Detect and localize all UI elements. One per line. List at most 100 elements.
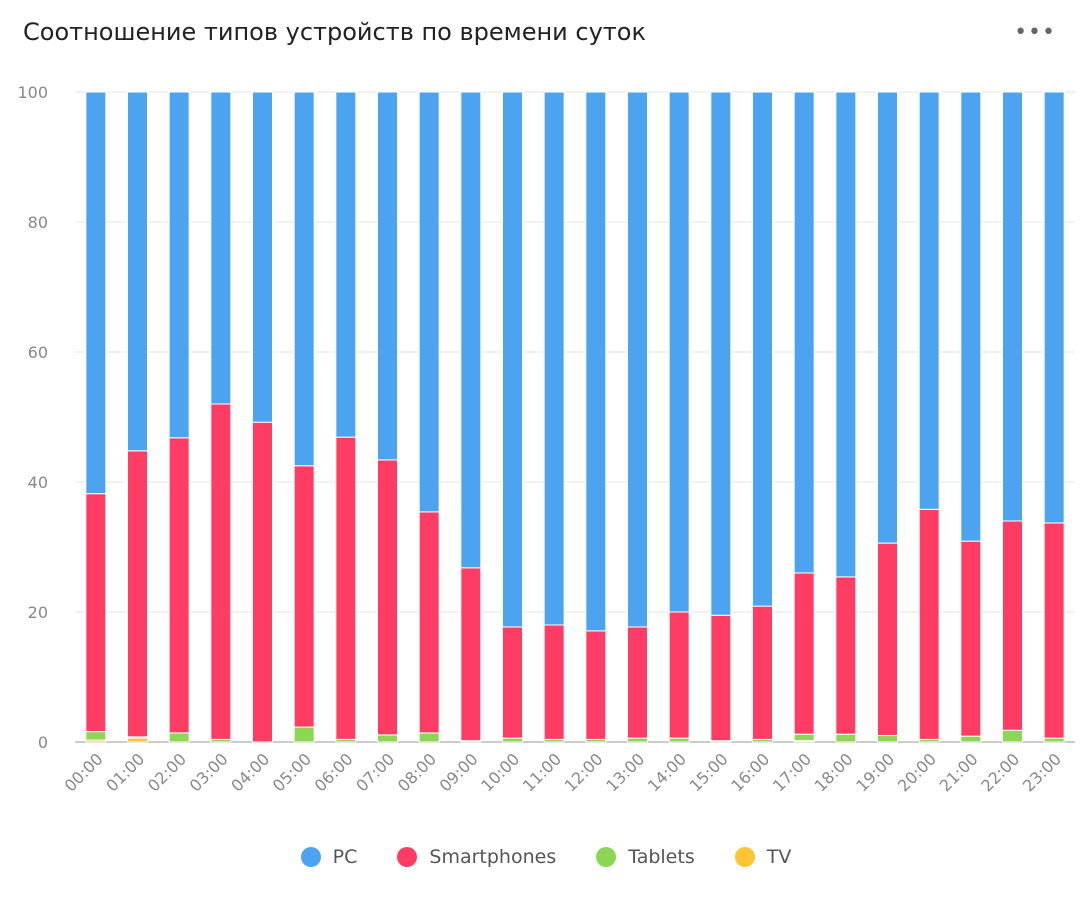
bar-pc-15:00[interactable] — [710, 91, 732, 616]
x-tick-label: 17:00 — [769, 749, 815, 795]
bar-pc-13:00[interactable] — [627, 91, 648, 628]
bar-pc-05:00[interactable] — [293, 91, 315, 467]
bar-smartphones-02:00[interactable] — [168, 437, 190, 734]
x-tick-label: 07:00 — [352, 749, 398, 795]
bar-smartphones-16:00[interactable] — [752, 605, 773, 740]
x-tick-label: 06:00 — [311, 749, 357, 795]
bar-smartphones-12:00[interactable] — [585, 630, 607, 740]
bar-pc-12:00[interactable] — [585, 91, 607, 632]
bar-pc-01:00[interactable] — [127, 91, 148, 452]
bar-pc-16:00[interactable] — [752, 91, 773, 607]
x-tick-label: 14:00 — [644, 749, 690, 795]
bar-smartphones-18:00[interactable] — [835, 576, 857, 735]
bar-tablets-05:00[interactable] — [293, 726, 315, 743]
bar-tablets-23:00[interactable] — [1043, 737, 1065, 743]
x-tick-label: 12:00 — [561, 749, 607, 795]
bar-tablets-17:00[interactable] — [793, 733, 815, 742]
x-tick-label: 22:00 — [977, 749, 1023, 795]
bar-tablets-13:00[interactable] — [627, 737, 648, 743]
x-tick-label: 16:00 — [727, 749, 773, 795]
x-tick-label: 05:00 — [269, 749, 315, 795]
bar-pc-00:00[interactable] — [85, 91, 107, 495]
x-tick-label: 09:00 — [436, 749, 482, 795]
legend-label: Smartphones — [429, 846, 557, 868]
x-tick-label: 23:00 — [1019, 749, 1065, 795]
bar-smartphones-22:00[interactable] — [1002, 520, 1023, 731]
bar-tablets-14:00[interactable] — [668, 737, 690, 743]
bar-smartphones-01:00[interactable] — [127, 450, 148, 738]
bar-pc-14:00[interactable] — [668, 91, 690, 613]
bar-smartphones-00:00[interactable] — [85, 493, 107, 733]
x-tick-label: 21:00 — [936, 749, 982, 795]
bar-pc-06:00[interactable] — [335, 91, 357, 438]
bar-smartphones-15:00[interactable] — [710, 614, 732, 742]
legend-label: TV — [766, 846, 792, 868]
legend-item-tv[interactable]: TV — [734, 846, 792, 868]
legend-item-tablets[interactable]: Tablets — [596, 846, 695, 868]
bar-tv-01:00[interactable] — [127, 737, 148, 743]
bar-pc-04:00[interactable] — [252, 91, 273, 423]
bar-pc-17:00[interactable] — [793, 91, 815, 574]
bar-smartphones-07:00[interactable] — [377, 459, 398, 736]
bar-pc-03:00[interactable] — [210, 91, 232, 405]
more-horizontal-icon[interactable]: ••• — [1014, 20, 1056, 45]
legend-label: Tablets — [628, 846, 695, 868]
bar-pc-11:00[interactable] — [543, 91, 565, 626]
bar-pc-21:00[interactable] — [960, 91, 982, 542]
bar-smartphones-08:00[interactable] — [418, 511, 440, 734]
bar-smartphones-13:00[interactable] — [627, 626, 648, 739]
bar-pc-10:00[interactable] — [502, 91, 523, 628]
bar-smartphones-03:00[interactable] — [210, 403, 232, 740]
bar-smartphones-23:00[interactable] — [1043, 522, 1065, 739]
bar-pc-09:00[interactable] — [460, 91, 482, 569]
legend-dot-icon — [397, 847, 418, 867]
bar-pc-20:00[interactable] — [918, 91, 940, 510]
chart-title: Соотношение типов устройств по времени с… — [23, 18, 646, 46]
bar-smartphones-17:00[interactable] — [793, 572, 815, 735]
bar-smartphones-04:00[interactable] — [252, 421, 273, 743]
bar-pc-23:00[interactable] — [1043, 91, 1065, 524]
bar-pc-02:00[interactable] — [168, 91, 190, 439]
bar-tablets-02:00[interactable] — [168, 732, 190, 743]
plot-area: 0 20 40 60 80 100 00:0001:0002:0003:0004:0005:… — [17, 83, 1075, 795]
legend-item-pc[interactable]: PC — [300, 846, 358, 868]
y-tick-label: 0 — [38, 733, 48, 752]
bar-pc-22:00[interactable] — [1002, 91, 1023, 522]
bar-tablets-19:00[interactable] — [877, 735, 898, 743]
bar-tablets-22:00[interactable] — [1002, 729, 1023, 743]
x-tick-label: 02:00 — [144, 749, 190, 795]
x-tick-label: 03:00 — [186, 749, 232, 795]
bar-smartphones-06:00[interactable] — [335, 436, 357, 740]
bar-smartphones-21:00[interactable] — [960, 540, 982, 737]
legend-dot-icon — [734, 847, 755, 867]
bar-smartphones-05:00[interactable] — [293, 465, 315, 728]
bar-smartphones-20:00[interactable] — [918, 508, 940, 740]
y-tick-label: 100 — [17, 83, 48, 102]
y-tick-label: 40 — [28, 473, 48, 492]
legend: PC Smartphones Tablets TV — [0, 846, 1092, 868]
bar-smartphones-19:00[interactable] — [877, 542, 898, 736]
legend-dot-icon — [300, 847, 321, 867]
bar-pc-18:00[interactable] — [835, 91, 857, 578]
bar-tablets-00:00[interactable] — [85, 731, 107, 741]
bar-pc-08:00[interactable] — [418, 91, 440, 513]
x-tick-label: 20:00 — [894, 749, 940, 795]
x-tick-label: 15:00 — [686, 749, 732, 795]
x-tick-label: 00:00 — [61, 749, 107, 795]
bar-tablets-21:00[interactable] — [960, 735, 982, 743]
bar-tablets-07:00[interactable] — [377, 734, 398, 743]
bar-smartphones-09:00[interactable] — [460, 567, 482, 742]
bar-smartphones-10:00[interactable] — [502, 626, 523, 739]
bar-smartphones-14:00[interactable] — [668, 611, 690, 739]
bar-pc-19:00[interactable] — [877, 91, 898, 544]
legend-item-smartphones[interactable]: Smartphones — [397, 846, 556, 868]
legend-label: PC — [332, 846, 358, 868]
bar-tablets-10:00[interactable] — [502, 737, 523, 743]
bar-tablets-08:00[interactable] — [418, 732, 440, 743]
bar-tablets-18:00[interactable] — [835, 733, 857, 743]
bar-smartphones-11:00[interactable] — [543, 624, 565, 740]
y-tick-label: 80 — [28, 213, 48, 232]
x-tick-label: 19:00 — [852, 749, 898, 795]
bar-pc-07:00[interactable] — [377, 91, 398, 461]
